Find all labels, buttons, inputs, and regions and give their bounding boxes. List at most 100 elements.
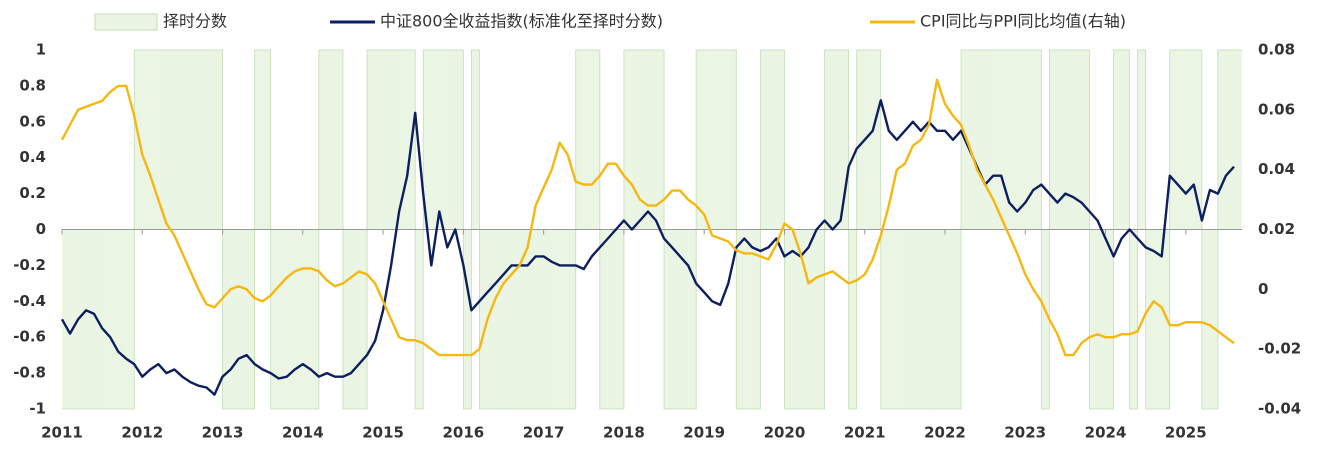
timing-bar (1017, 50, 1026, 230)
timing-bar (310, 229, 319, 409)
timing-bar (1209, 229, 1218, 409)
y2-tick-label: 0.04 (1258, 160, 1295, 178)
timing-bar (1233, 50, 1242, 230)
timing-bar (664, 229, 673, 409)
timing-bar (150, 50, 159, 230)
timing-bar (912, 229, 921, 409)
timing-bar (800, 229, 809, 409)
x-tick-label: 2017 (523, 424, 565, 442)
y-tick-label: 1 (36, 41, 46, 59)
timing-bar (1089, 229, 1098, 409)
timing-bar (1097, 229, 1106, 409)
timing-bar (415, 229, 424, 409)
timing-bar (696, 50, 705, 230)
timing-bar (302, 229, 311, 409)
timing-bar (824, 50, 833, 230)
timing-bar (246, 229, 255, 409)
timing-bar (206, 50, 215, 230)
timing-bar (1161, 229, 1170, 409)
x-tick-label: 2014 (282, 424, 324, 442)
y-tick-label: 0.2 (19, 184, 46, 202)
timing-bar (359, 229, 368, 409)
timing-bar (158, 50, 167, 230)
x-tick-label: 2020 (764, 424, 806, 442)
timing-bar (86, 229, 95, 409)
timing-bar (423, 50, 432, 230)
timing-bar (647, 50, 657, 230)
timing-bar (623, 50, 632, 230)
timing-bar (495, 229, 504, 409)
timing-bar (270, 229, 279, 409)
y2-tick-label: 0.08 (1258, 41, 1295, 59)
timing-bar (278, 229, 287, 409)
timing-bar (792, 229, 801, 409)
timing-bar (62, 229, 71, 409)
timing-bar (479, 229, 488, 409)
x-tick-label: 2018 (603, 424, 645, 442)
timing-bar (896, 229, 905, 409)
timing-bar (575, 50, 584, 230)
timing-bar (1009, 50, 1018, 230)
timing-bar (342, 229, 351, 409)
timing-bar (680, 229, 689, 409)
timing-bar (977, 50, 986, 230)
timing-bar (872, 50, 881, 230)
timing-bar (110, 229, 119, 409)
timing-bar (920, 229, 929, 409)
timing-bar (864, 50, 873, 230)
y-tick-label: -0.4 (13, 292, 46, 310)
timing-bar (102, 229, 111, 409)
y-tick-label: -1 (29, 400, 46, 418)
timing-bar (969, 50, 978, 230)
timing-bar (704, 50, 713, 230)
timing-bar (904, 229, 913, 409)
timing-bar (1129, 229, 1138, 409)
y2-tick-label: 0 (1258, 280, 1268, 298)
timing-bar (752, 229, 761, 409)
timing-bar (928, 229, 937, 409)
timing-bar (567, 229, 576, 409)
timing-bar (471, 50, 480, 230)
y2-tick-label: 0.02 (1258, 220, 1295, 238)
timing-bar (1073, 50, 1082, 230)
timing-bar (391, 50, 400, 230)
timing-bar (599, 229, 608, 409)
timing-bar (720, 50, 729, 230)
timing-bar (174, 50, 183, 230)
x-tick-label: 2023 (1004, 424, 1046, 442)
timing-bar (1225, 50, 1234, 230)
timing-bar (543, 229, 552, 409)
timing-bar (559, 229, 568, 409)
timing-bar (1153, 229, 1162, 409)
y2-tick-label: -0.04 (1258, 400, 1301, 418)
timing-bar (431, 50, 440, 230)
timing-bar (1177, 50, 1186, 230)
timing-bar (142, 50, 151, 230)
timing-bar (214, 50, 223, 230)
timing-bar (190, 50, 199, 230)
x-tick-label: 2012 (121, 424, 163, 442)
timing-bar (1113, 50, 1122, 230)
y-tick-label: 0 (36, 220, 46, 238)
timing-bar (1041, 229, 1050, 409)
timing-bar (832, 50, 841, 230)
timing-bar (888, 229, 897, 409)
timing-bar (222, 229, 231, 409)
timing-bar (639, 50, 648, 230)
x-tick-label: 2011 (41, 424, 83, 442)
timing-bar (768, 50, 777, 230)
timing-bar (993, 50, 1002, 230)
timing-bar (1185, 50, 1194, 230)
timing-bar (519, 229, 528, 409)
timing-bar (286, 229, 295, 409)
timing-bar (1121, 50, 1130, 230)
timing-bar (1025, 50, 1034, 230)
x-tick-label: 2022 (924, 424, 966, 442)
series-line (60, 78, 1235, 357)
x-tick-label: 2025 (1165, 424, 1207, 442)
timing-bar (1193, 50, 1202, 230)
timing-bar (840, 50, 849, 230)
x-tick-label: 2015 (362, 424, 404, 442)
timing-bar (399, 50, 408, 230)
timing-bar (615, 229, 624, 409)
